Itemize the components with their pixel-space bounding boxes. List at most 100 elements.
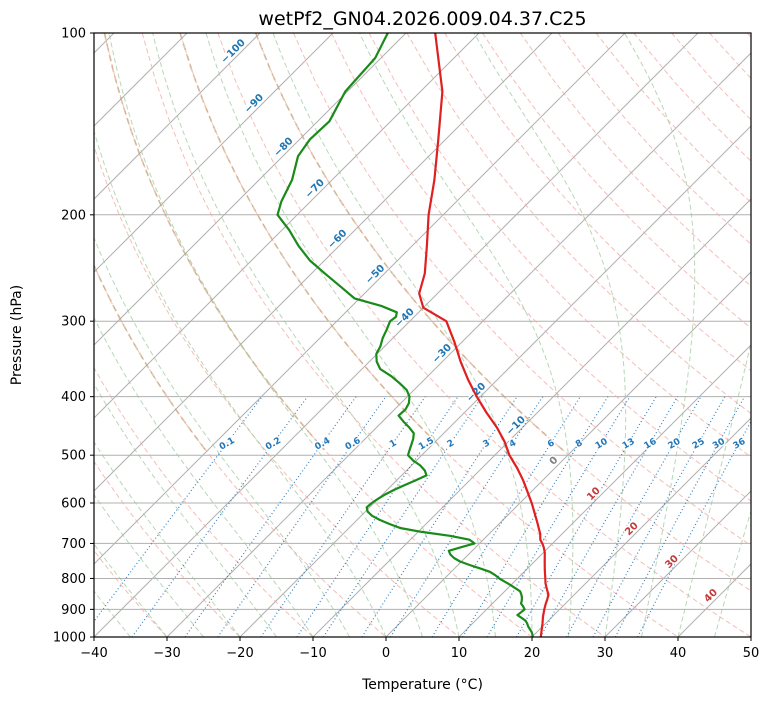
dry-adiabat <box>94 144 460 637</box>
y-tick-label: 100 <box>61 27 86 42</box>
dry-adiabat <box>671 33 751 121</box>
mixing-ratio-label: 0.2 <box>264 436 283 453</box>
mixing-ratio-line <box>539 396 679 637</box>
mixing-ratio-label: 20 <box>667 437 683 452</box>
x-tick-label: −10 <box>299 646 326 661</box>
isotherm-gridline <box>94 33 261 200</box>
isotherm-gridline <box>312 198 751 637</box>
mixing-ratio-label: 16 <box>643 437 659 452</box>
dry-adiabat <box>179 33 679 637</box>
isotherm-label: −100 <box>219 37 247 65</box>
x-tick-label: 30 <box>597 646 614 661</box>
moist-adiabat <box>677 340 751 637</box>
dry-adiabat <box>293 33 751 547</box>
y-tick-label: 800 <box>61 572 86 587</box>
mixing-ratio-label: 0.6 <box>344 436 363 453</box>
moist-adiabat <box>624 33 696 637</box>
isotherm-gridline <box>750 636 751 637</box>
x-axis-label: Temperature (°C) <box>362 677 483 693</box>
isotherm-label: 20 <box>623 520 641 538</box>
dry-adiabat <box>482 33 751 329</box>
mixing-ratio-line <box>462 396 609 637</box>
tan-adiabat <box>179 33 445 451</box>
dry-adiabat <box>709 33 751 80</box>
mixing-ratio-labels: 0.1 0.2 0.4 0.6 1 1.5 2 3 4 6 8 10 13 16 20 25 30 36 <box>216 434 749 454</box>
dry-adiabat <box>94 264 387 637</box>
mixing-ratio-label: 10 <box>594 437 610 452</box>
moist-adiabat <box>108 33 423 637</box>
tan-adiabat <box>103 33 326 451</box>
mixing-ratio-line <box>131 396 309 637</box>
y-tick-label: 900 <box>61 603 86 618</box>
dry-adiabats <box>94 33 751 637</box>
mixing-ratio-line <box>322 396 483 637</box>
plot-frame <box>93 32 752 638</box>
moist-adiabat <box>152 33 460 637</box>
isotherm-gridline <box>458 344 751 637</box>
mixing-ratio-line <box>94 396 263 623</box>
isotherm-label: 10 <box>585 485 603 503</box>
mixing-ratio-line <box>184 396 357 637</box>
dry-adiabat <box>255 33 751 592</box>
dewpoint-line <box>276 33 534 637</box>
isotherm-gridline <box>94 33 480 419</box>
y-tick-label: 1000 <box>53 631 86 646</box>
x-tick-label: −40 <box>80 646 107 661</box>
axes: −40 −30 −20 −10 0 10 20 30 40 5010020030040050060… <box>53 27 759 662</box>
mixing-ratio-label: 0.1 <box>218 436 237 453</box>
moist-adiabats <box>94 33 751 637</box>
tan-adiabat <box>94 263 207 451</box>
sounding-profiles <box>276 33 550 637</box>
isotherm-gridline <box>677 563 751 637</box>
mixing-ratio-lines <box>94 396 751 637</box>
mixing-ratio-label: 0.4 <box>313 436 332 453</box>
mixing-ratio-label: 30 <box>711 437 727 452</box>
y-tick-label: 600 <box>61 497 86 512</box>
y-tick-label: 200 <box>61 208 86 223</box>
mixing-ratio-line <box>565 396 702 637</box>
mixing-ratio-line <box>515 396 657 637</box>
isotherm-label: 30 <box>663 553 681 571</box>
grid-lines <box>94 33 751 637</box>
isotherm-gridline <box>94 33 407 346</box>
mixing-ratio-line <box>361 396 518 637</box>
mixing-ratio-line <box>637 420 751 637</box>
moist-adiabat <box>94 493 204 637</box>
mixing-ratio-line <box>260 396 426 637</box>
moist-adiabat <box>473 33 627 637</box>
chart-title: wetPf2_GN04.2026.009.04.37.C25 <box>258 8 587 30</box>
moist-adiabat <box>94 236 350 637</box>
mixing-ratio-label: 2 <box>446 438 456 450</box>
x-tick-label: 10 <box>451 646 468 661</box>
x-tick-label: 20 <box>524 646 541 661</box>
moist-adiabat <box>94 440 241 637</box>
dry-adiabat <box>94 460 241 637</box>
mixing-ratio-label: 36 <box>732 437 748 452</box>
temperature-line <box>418 33 550 637</box>
isotherm-gridline <box>531 417 751 637</box>
dry-adiabat <box>368 33 751 458</box>
mixing-ratio-line <box>296 396 459 637</box>
dry-adiabat <box>217 33 751 637</box>
y-tick-label: 300 <box>61 315 86 330</box>
dry-adiabat <box>557 33 751 245</box>
mixing-ratio-line <box>486 396 631 637</box>
tan-adiabat <box>254 33 564 451</box>
mixing-ratio-line <box>431 396 581 637</box>
tan-adiabat <box>0 33 86 450</box>
x-tick-label: −30 <box>153 646 180 661</box>
mixing-ratio-label: 4 <box>508 438 518 450</box>
mixing-ratio-line <box>592 396 726 637</box>
isotherm-gridline <box>94 33 334 273</box>
moist-adiabat <box>714 509 751 637</box>
mixing-ratio-label: 13 <box>621 437 637 452</box>
x-tick-label: −20 <box>226 646 253 661</box>
moist-adiabat <box>94 129 387 637</box>
dry-adiabat <box>330 33 751 502</box>
isotherm-gridline <box>94 33 553 492</box>
moist-adiabat <box>205 33 496 637</box>
moist-adiabat <box>272 33 533 637</box>
isotherm-gridline <box>385 271 751 637</box>
